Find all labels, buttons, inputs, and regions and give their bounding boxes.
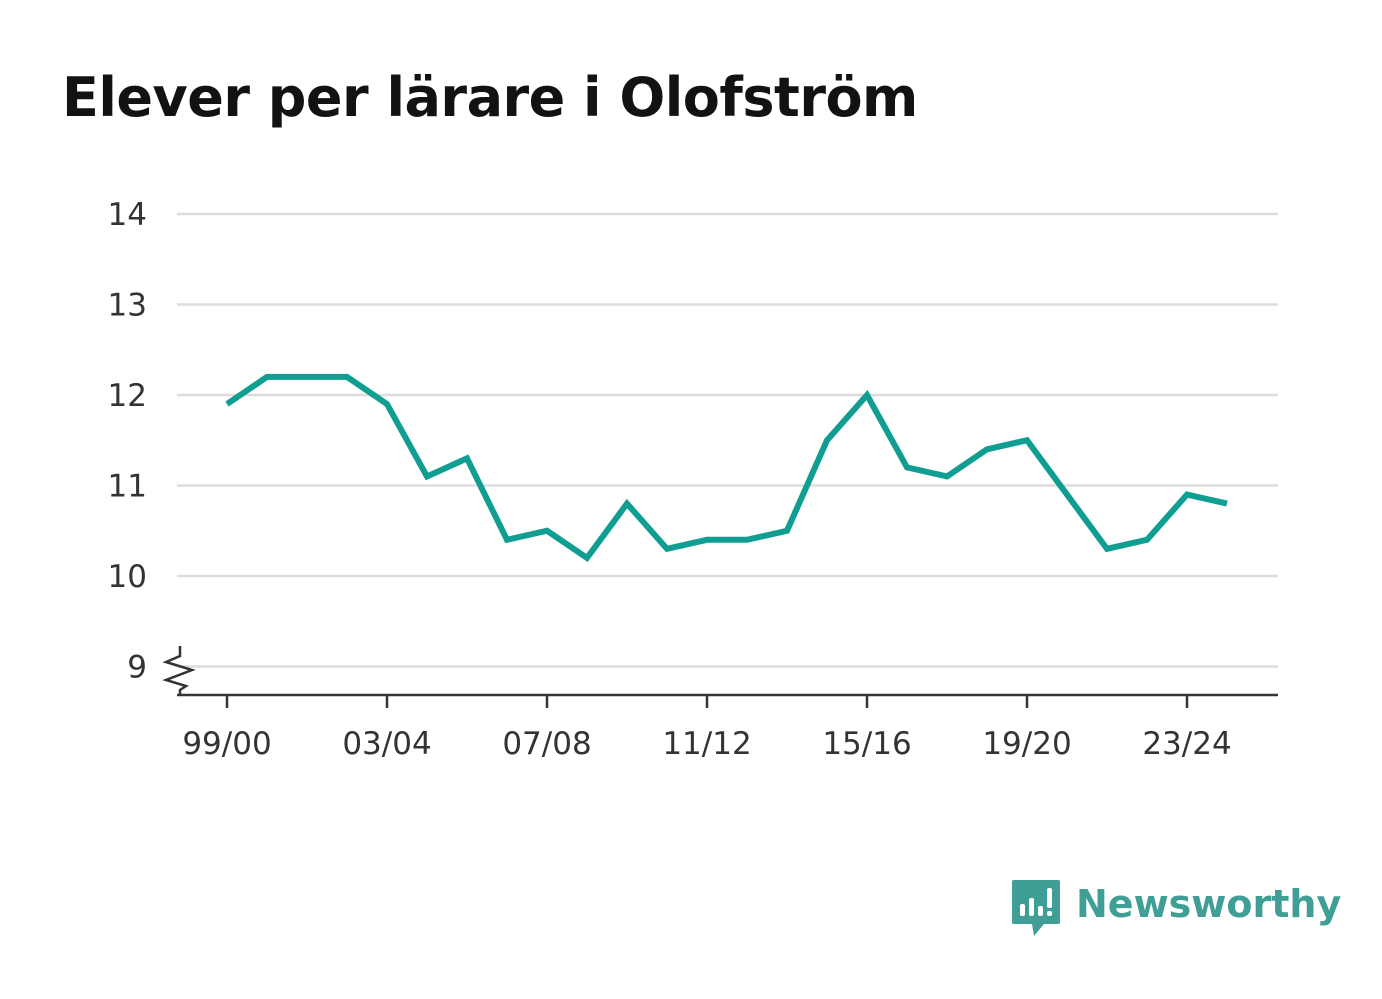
x-tick-label: 19/20 [982, 726, 1071, 762]
data-point [264, 374, 270, 380]
x-tick-label: 23/24 [1142, 726, 1231, 762]
series-line [225, 373, 1228, 563]
y-tick-label: 9 [127, 650, 147, 686]
data-point [1104, 546, 1110, 552]
y-tick-label: 13 [108, 288, 147, 324]
data-point [704, 537, 710, 543]
data-point [744, 537, 750, 543]
data-point [904, 464, 910, 470]
data-point [1024, 437, 1030, 443]
data-point [424, 473, 430, 479]
y-tick-label: 11 [108, 469, 147, 505]
data-point [1064, 492, 1070, 498]
data-point [344, 374, 350, 380]
data-point [1184, 492, 1190, 498]
x-tick-label: 15/16 [822, 726, 911, 762]
newsworthy-logo: Newsworthy [1010, 878, 1341, 940]
data-point [1144, 537, 1150, 543]
y-tick-label: 12 [108, 378, 147, 414]
x-tick-label: 11/12 [662, 726, 751, 762]
data-point [304, 374, 310, 380]
data-point [1224, 501, 1230, 507]
data-point [224, 401, 230, 407]
data-point [464, 455, 470, 461]
x-tick-label: 03/04 [342, 726, 431, 762]
x-tick-label: 99/00 [182, 726, 271, 762]
data-point [584, 555, 590, 561]
data-point [944, 473, 950, 479]
data-point [824, 437, 830, 443]
data-point [784, 528, 790, 534]
brand-name: Newsworthy [1076, 882, 1342, 926]
data-point [664, 546, 670, 552]
data-point [384, 401, 390, 407]
x-tick-label: 07/08 [502, 726, 591, 762]
y-tick-label: 14 [108, 197, 147, 233]
newsworthy-chart-bubble-icon [1012, 880, 1060, 936]
data-point [544, 528, 550, 534]
data-point [504, 537, 510, 543]
y-axis-break-icon [162, 646, 196, 695]
data-point [864, 392, 870, 398]
y-tick-label: 10 [108, 559, 147, 595]
data-point [624, 501, 630, 507]
data-point [984, 446, 990, 452]
chart-title: Elever per lärare i Olofström [62, 66, 918, 129]
